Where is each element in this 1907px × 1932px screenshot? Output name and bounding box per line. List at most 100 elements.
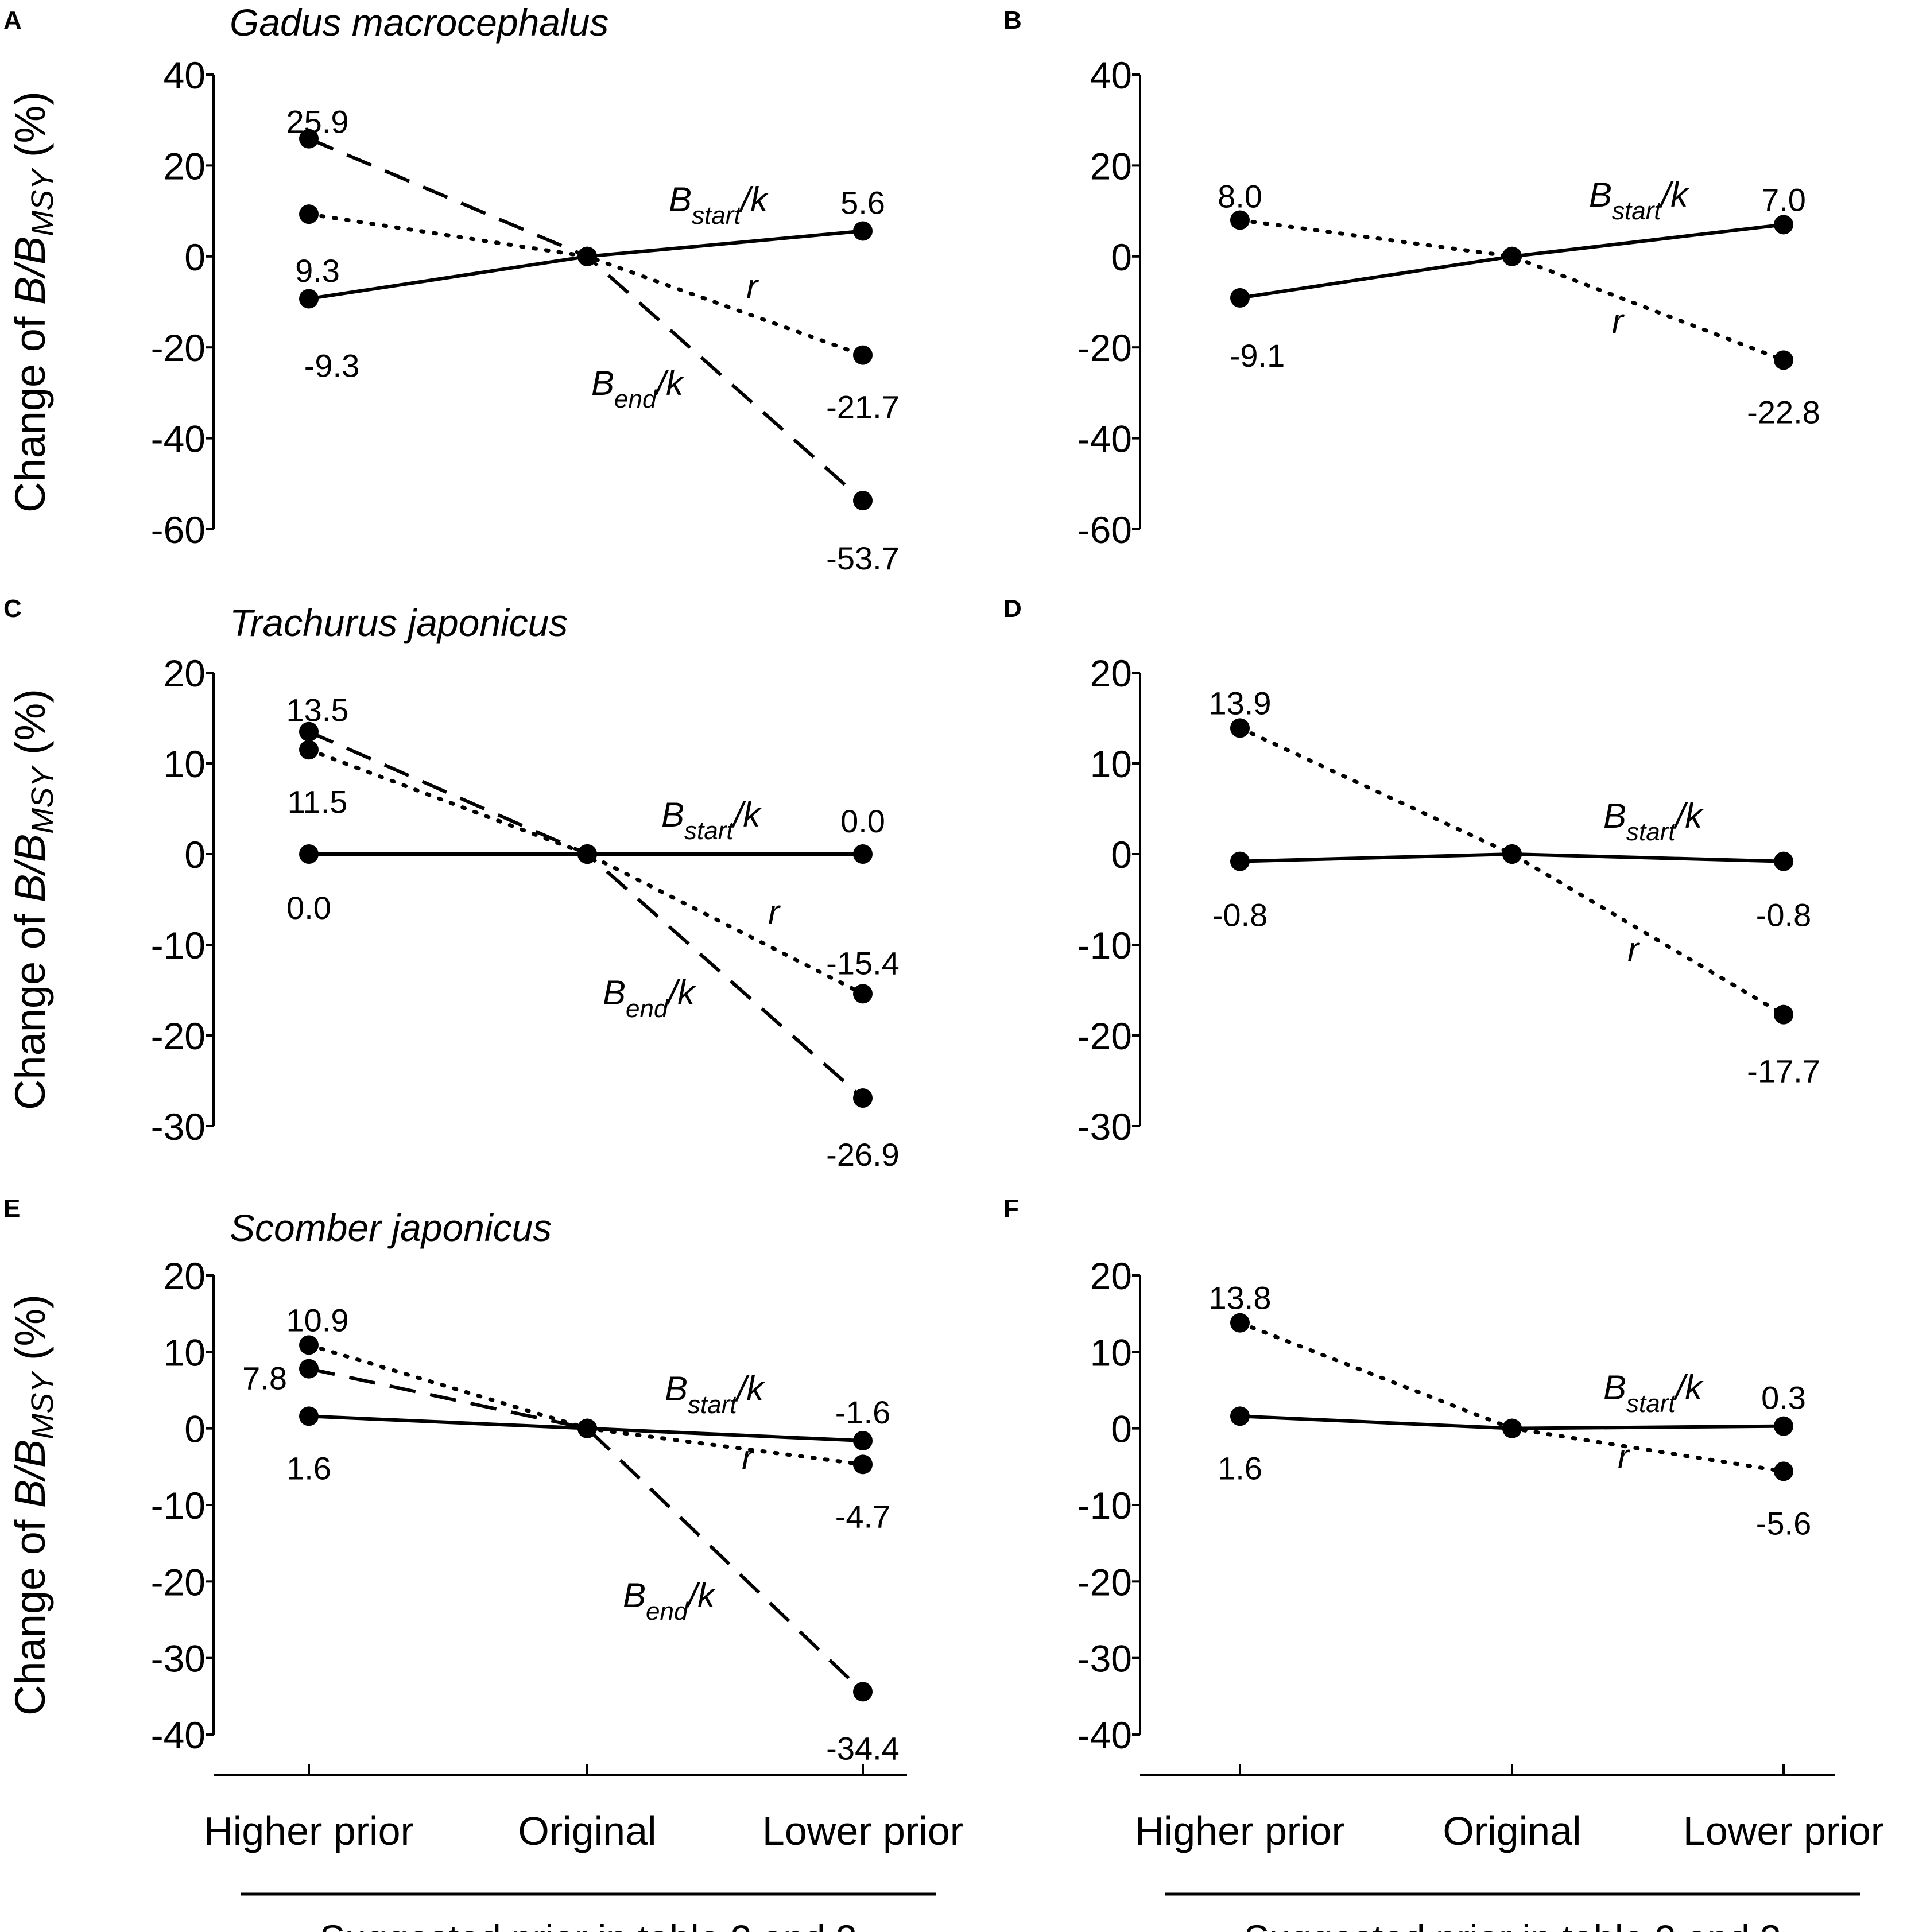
y-axis-title: Change of B/BMSY (%) (6, 1294, 60, 1716)
series-name-sub: end (646, 1597, 689, 1625)
data-point-bstart (853, 221, 873, 241)
data-point-r (299, 740, 319, 760)
data-label-r: -22.8 (1747, 394, 1820, 430)
series-name-bend: Bend/k (603, 973, 696, 1023)
data-point-bend (853, 1682, 873, 1702)
panel-letter: D (1003, 595, 1022, 623)
data-point-r (1502, 246, 1522, 266)
data-label-bstart: -0.8 (1756, 897, 1812, 933)
x-axis-title: Suggested prior in table 2 and 3 (320, 1917, 857, 1932)
y-tick-label: 0 (1111, 236, 1132, 278)
series-name-main: B (665, 1370, 688, 1408)
y-axis-title-suffix: (%) (6, 1294, 54, 1372)
series-name-main: B (1589, 176, 1612, 214)
y-axis-title-sub: MSY (25, 167, 60, 236)
data-label-r: 9.3 (295, 253, 340, 289)
series-line-bend (308, 730, 864, 1100)
y-axis-title: Change of B/BMSY (%) (6, 689, 60, 1110)
series-name-tail: /k (1659, 176, 1690, 214)
data-label-bstart: -0.8 (1212, 897, 1268, 933)
data-point-r (1774, 1004, 1793, 1025)
y-tick-label: -10 (1077, 1484, 1132, 1527)
data-point-bstart (1774, 1416, 1793, 1436)
data-label-r: 13.9 (1209, 685, 1272, 721)
panel-c: C Trachurus japonicus 20 10 0 -10 -20 -30 0.0 0.0… (3, 595, 900, 1173)
series-name-tail: /k (731, 796, 762, 834)
series-line-r (307, 1343, 865, 1467)
y-tick-label: -30 (1077, 1638, 1132, 1680)
data-point-bend (299, 129, 319, 149)
series-name-sub: start (684, 817, 734, 845)
series-name-main: B (1603, 1368, 1626, 1407)
data-label-bstart: 0.3 (1761, 1380, 1806, 1416)
series-name-bstart: Bstart/k (1603, 797, 1704, 846)
series-name-tail: /k (654, 364, 685, 402)
series-name-main: r (742, 1438, 754, 1477)
data-label-r: -4.7 (835, 1498, 891, 1534)
y-tick-label: -20 (151, 1015, 206, 1057)
y-axis-title: Change of B/BMSY (%) (6, 91, 60, 513)
data-point-bstart (853, 844, 873, 864)
panel-e: E Scomber japonicus 20 10 0 -10 -20 -30 -40 Highe… (3, 1194, 963, 1932)
series-name-tail: /k (1673, 1368, 1704, 1407)
data-point-bstart (299, 844, 319, 864)
series-name-sub: end (626, 995, 669, 1023)
series-name-tail: /k (665, 973, 696, 1012)
series-line-r (1238, 726, 1786, 1017)
data-point-bstart (1230, 851, 1250, 871)
data-label-r: 8.0 (1218, 178, 1262, 214)
data-point-r (1502, 844, 1522, 864)
y-axis-title-prefix: Change of (6, 1508, 54, 1716)
data-label-r: 10.9 (286, 1302, 349, 1338)
data-label-bstart: 0.0 (840, 803, 885, 839)
data-label-bstart: -1.6 (835, 1394, 891, 1430)
series-line-bend (308, 137, 864, 502)
data-point-r (1774, 350, 1793, 370)
panel-title: Trachurus japonicus (230, 602, 568, 644)
data-label-bstart: -9.1 (1230, 337, 1285, 374)
data-point-bend (577, 246, 597, 266)
data-label-r: -15.4 (826, 945, 900, 981)
y-tick-label: 20 (1090, 652, 1132, 695)
series-name-sub: start (1626, 818, 1676, 846)
x-category-label: Original (1443, 1809, 1581, 1853)
series-line-r (307, 747, 865, 996)
series-line-bend (308, 1367, 865, 1693)
series-line-r (1238, 218, 1786, 362)
panel-letter: F (1003, 1194, 1019, 1223)
data-point-bend (853, 1088, 873, 1108)
data-point-bstart (1774, 851, 1793, 871)
panel-letter: B (1003, 6, 1022, 34)
y-tick-label: -40 (1077, 1714, 1132, 1756)
data-label-bend: 13.5 (286, 692, 349, 728)
y-tick-label: -10 (151, 924, 206, 967)
x-category-label: Higher prior (204, 1809, 414, 1853)
series-name-bstart: Bstart/k (665, 1370, 765, 1419)
data-label-bstart: -9.3 (304, 347, 360, 383)
data-point-bstart (1774, 215, 1793, 235)
data-point-bstart (299, 1406, 319, 1426)
x-category-label: Lower prior (762, 1809, 963, 1853)
series-name-main: B (661, 796, 684, 834)
y-tick-label: -40 (1077, 418, 1132, 460)
series-name-sub: start (688, 1391, 738, 1419)
series-name-tail: /k (1673, 797, 1704, 835)
y-axis-title-sub: MSY (25, 1370, 60, 1440)
series-name-sub: start (692, 201, 742, 230)
y-tick-label: 10 (1090, 1331, 1132, 1374)
y-tick-label: -20 (1077, 1561, 1132, 1603)
data-label-r: 11.5 (288, 783, 348, 820)
y-tick-label: 0 (184, 833, 206, 876)
x-category-label: Higher prior (1135, 1809, 1345, 1853)
series-name-r: r (1612, 302, 1625, 340)
y-tick-label: -20 (1077, 327, 1132, 369)
series-name-main: r (746, 267, 759, 306)
data-point-r (1230, 210, 1250, 230)
series-name-r: r (1618, 1437, 1630, 1476)
data-point-bend (299, 1359, 319, 1379)
series-name-main: B (603, 973, 626, 1012)
y-tick-label: 10 (164, 743, 206, 785)
data-point-r (1502, 1418, 1522, 1438)
data-point-r (299, 1335, 319, 1355)
